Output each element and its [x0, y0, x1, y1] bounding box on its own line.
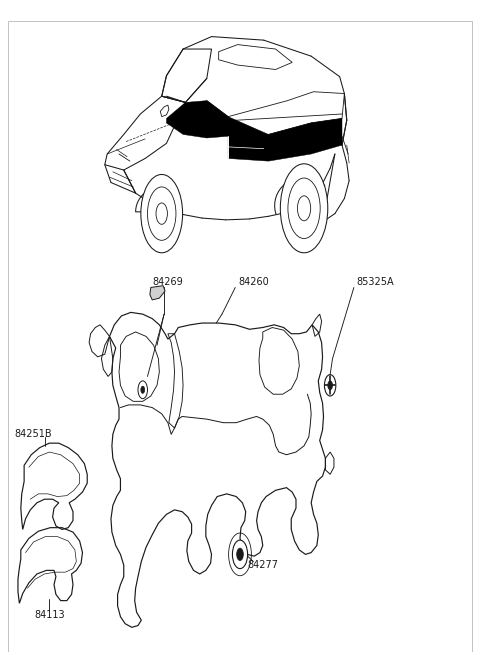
Circle shape [237, 548, 243, 561]
Polygon shape [167, 101, 228, 138]
Text: 84251B: 84251B [15, 429, 52, 440]
Circle shape [141, 174, 182, 253]
Text: 84277: 84277 [247, 560, 278, 570]
Circle shape [232, 540, 248, 569]
Text: 84113: 84113 [34, 610, 65, 620]
Text: 84269: 84269 [153, 277, 183, 287]
Circle shape [328, 381, 333, 390]
Text: 84260: 84260 [238, 277, 269, 287]
Polygon shape [150, 286, 165, 300]
Text: 85325A: 85325A [357, 277, 394, 287]
Polygon shape [228, 117, 342, 161]
Circle shape [324, 375, 336, 396]
Circle shape [141, 386, 144, 394]
Circle shape [280, 164, 328, 253]
